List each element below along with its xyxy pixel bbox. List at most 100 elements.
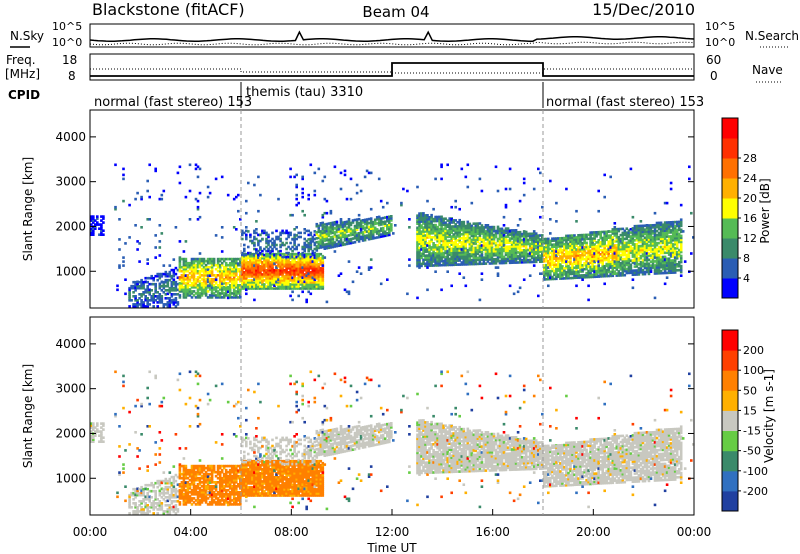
power-cell	[281, 267, 284, 270]
power-cell	[639, 264, 643, 268]
power-cell	[174, 280, 178, 284]
power-cell	[174, 297, 178, 300]
power-cell	[265, 254, 268, 258]
power-cell	[251, 271, 254, 274]
power-cell	[460, 167, 464, 171]
power-cell	[148, 276, 151, 280]
power-cell	[625, 247, 629, 251]
power-cell	[645, 224, 649, 227]
power-cell	[299, 261, 302, 264]
power-cell	[90, 215, 93, 218]
power-cell	[154, 295, 157, 298]
power-cell	[673, 271, 677, 274]
power-cell	[301, 253, 304, 257]
power-cell	[267, 265, 270, 268]
power-cell	[349, 239, 353, 243]
power-cell	[434, 254, 437, 257]
power-cell	[416, 240, 419, 244]
freq-label-line1: Freq.	[6, 53, 36, 67]
power-cell	[206, 268, 210, 271]
power-cell	[508, 187, 512, 191]
power-cell	[663, 231, 667, 234]
power-cell	[418, 264, 421, 268]
power-cell	[498, 251, 502, 255]
power-cell	[297, 277, 300, 280]
power-cell	[522, 254, 526, 258]
power-cell	[633, 224, 637, 228]
power-cell	[671, 222, 675, 226]
power-cell	[613, 240, 617, 243]
power-cell	[484, 226, 488, 229]
power-cell	[140, 197, 143, 201]
power-cell	[502, 247, 506, 251]
power-cell	[339, 225, 343, 229]
power-cell	[305, 277, 308, 280]
power-cell	[444, 217, 447, 220]
power-cell	[239, 288, 242, 291]
power-cell	[386, 215, 389, 219]
power-cell	[573, 248, 576, 251]
power-cell	[289, 265, 292, 268]
power-cell	[255, 248, 258, 251]
power-cell	[186, 290, 190, 293]
power-cell	[657, 241, 661, 245]
power-cell	[651, 250, 655, 253]
power-cell	[408, 226, 411, 229]
power-cell	[603, 230, 606, 234]
power-cell	[321, 235, 325, 239]
power-cell	[255, 287, 258, 290]
power-cell	[557, 245, 560, 248]
power-cell	[653, 236, 657, 239]
power-cell	[466, 234, 470, 238]
power-cell	[317, 228, 321, 232]
power-cell	[216, 269, 220, 273]
power-cell	[611, 274, 615, 278]
power-cell	[255, 263, 258, 266]
power-cell	[528, 246, 532, 250]
power-cell	[432, 264, 435, 267]
power-cell	[247, 285, 250, 288]
power-cell	[337, 236, 341, 239]
power-cell	[458, 235, 461, 238]
power-cell	[160, 301, 164, 304]
power-cell	[245, 253, 248, 257]
power-cell	[375, 218, 379, 221]
power-cell	[325, 236, 329, 240]
power-cell	[480, 254, 484, 257]
power-cell	[301, 271, 304, 274]
power-cell	[277, 273, 280, 276]
power-cell	[128, 203, 131, 207]
power-cell	[347, 290, 351, 294]
power-cell	[267, 279, 270, 282]
power-cell	[309, 277, 313, 280]
power-cell	[657, 268, 661, 271]
power-cell	[512, 239, 516, 242]
power-cell	[273, 262, 276, 265]
power-cell	[573, 240, 576, 243]
power-cell	[537, 240, 540, 243]
power-cell	[263, 261, 266, 264]
power-cell	[309, 243, 313, 247]
power-cell	[263, 247, 266, 251]
power-cell	[649, 236, 653, 239]
power-cell	[245, 281, 248, 284]
power-cell	[675, 230, 679, 234]
power-cell	[506, 231, 510, 234]
power-cell	[446, 219, 449, 222]
power-cell	[541, 236, 544, 239]
power-cell	[645, 252, 649, 255]
power-cell	[416, 220, 419, 223]
power-cell	[641, 234, 645, 238]
power-cell	[458, 245, 461, 248]
power-cell	[671, 235, 675, 238]
power-cell	[214, 296, 218, 299]
power-cell	[488, 232, 492, 235]
power-cell	[492, 260, 496, 263]
power-cell	[182, 257, 186, 261]
power-cell	[430, 221, 433, 225]
power-cell	[494, 229, 498, 233]
power-cell	[361, 231, 365, 234]
power-cell	[458, 255, 461, 258]
power-cell	[583, 249, 586, 253]
power-cell	[216, 265, 220, 269]
